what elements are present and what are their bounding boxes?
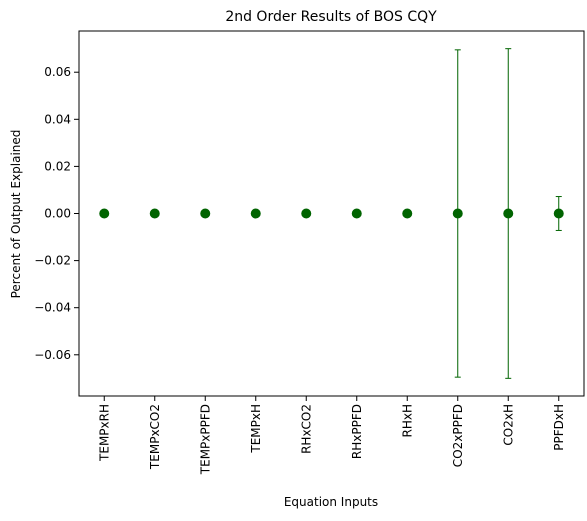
- y-tick-label: −0.02: [34, 254, 71, 268]
- data-point: [301, 208, 312, 219]
- chart-title: 2nd Order Results of BOS CQY: [225, 9, 437, 25]
- data-point: [452, 208, 463, 219]
- y-axis-ticks: −0.06 −0.04 −0.02 0.00 0.02 0.04 0.06: [34, 65, 79, 362]
- x-tick-label: PPFDxH: [552, 404, 566, 451]
- y-tick-label: 0.00: [44, 207, 71, 221]
- data-point: [402, 208, 413, 219]
- plot-area: −0.06−0.04−0.020.000.020.040.06 TEMPxRH T…: [34, 30, 585, 475]
- y-tick-label: 0.02: [44, 159, 71, 173]
- data-point: [99, 208, 110, 219]
- x-tick-label: RHxCO2: [299, 404, 313, 454]
- data-point: [351, 208, 362, 219]
- x-tick-label: TEMPxRH: [97, 404, 111, 462]
- data-point: [149, 208, 160, 219]
- x-tick-label: TEMPxH: [249, 404, 263, 454]
- y-tick-label: 0.04: [44, 112, 71, 126]
- y-tick-label: 0.06: [44, 65, 71, 79]
- x-axis-label: Equation Inputs: [284, 495, 378, 509]
- data-point: [250, 208, 261, 219]
- y-tick-label: −0.06: [34, 348, 71, 362]
- data-point: [503, 208, 514, 219]
- data-point: [553, 208, 564, 219]
- x-tick-label: CO2xPPFD: [451, 404, 465, 467]
- y-tick-label: −0.04: [34, 301, 71, 315]
- x-tick-label: RHxH: [400, 404, 414, 438]
- x-tick-label: CO2xH: [501, 404, 515, 446]
- x-axis-ticks: TEMPxRH TEMPxCO2 TEMPxPPFD TEMPxH RHxCO2 RHxP…: [97, 396, 566, 475]
- x-tick-label: TEMPxPPFD: [198, 404, 212, 475]
- data-points: [99, 208, 564, 219]
- x-tick-label: TEMPxCO2: [148, 404, 162, 470]
- x-tick-label: RHxPPFD: [350, 404, 364, 459]
- y-axis-label: Percent of Output Explained: [9, 130, 23, 299]
- data-point: [200, 208, 211, 219]
